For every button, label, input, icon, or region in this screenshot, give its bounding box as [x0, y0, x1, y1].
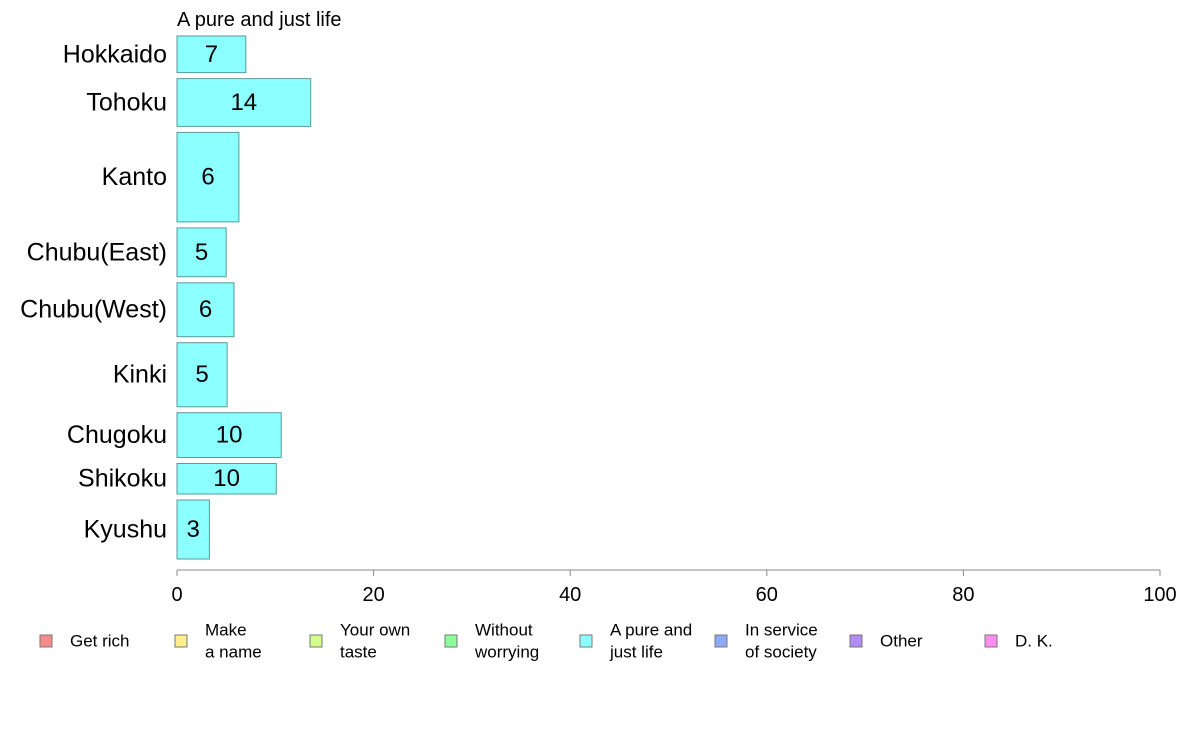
bars-group: Hokkaido 7 Tohoku 14 Kanto 6 Chubu(East) 5 Chubu… — [20, 35, 312, 560]
x-tick-label-0: 0 — [171, 584, 182, 606]
x-tick-label-20: 20 — [362, 584, 384, 606]
bar-kanto — [176, 131, 240, 223]
category-label-chubu-east: Chubu(East) — [27, 238, 167, 266]
legend-label-a-pure-and-just-life: just life — [609, 643, 663, 662]
category-label-kinki: Kinki — [113, 361, 167, 389]
value-label-kanto: 6 — [201, 164, 214, 191]
legend-swatch-your-own-taste — [309, 634, 323, 648]
category-label-chubu-west: Chubu(West) — [20, 296, 167, 324]
x-tick-label-40: 40 — [559, 584, 581, 606]
legend-label-make-a-name: Make — [205, 621, 247, 640]
legend-swatch-make-a-name — [174, 634, 188, 648]
x-tick-label-80: 80 — [952, 584, 974, 606]
bar-hokkaido — [176, 35, 247, 74]
category-label-tohoku: Tohoku — [86, 89, 167, 117]
x-tick-label-100: 100 — [1143, 584, 1176, 606]
legend-label-without-worrying: Without — [475, 621, 533, 640]
value-label-kinki: 5 — [195, 361, 208, 388]
x-axis: 0 20 40 60 80 100 — [171, 569, 1177, 606]
bar-kyushu — [176, 499, 210, 560]
bar-chubu-west — [176, 282, 235, 338]
legend-label-in-service-of-society: of society — [745, 643, 817, 662]
value-label-chubu-west: 6 — [199, 296, 212, 323]
legend-label-d-k: D. K. — [1015, 632, 1053, 651]
x-tick-label-60: 60 — [756, 584, 778, 606]
category-label-kyushu: Kyushu — [84, 516, 167, 544]
legend-swatch-get-rich — [39, 634, 53, 648]
bar-kinki — [176, 342, 228, 408]
legend-swatch-other — [849, 634, 863, 648]
legend-label-without-worrying: worrying — [474, 643, 539, 662]
bar-chugoku — [176, 412, 282, 459]
category-label-hokkaido: Hokkaido — [63, 40, 167, 68]
category-label-shikoku: Shikoku — [78, 465, 167, 493]
bar-chubu-east — [176, 227, 227, 278]
bar-shikoku — [176, 463, 277, 495]
value-label-chubu-east: 5 — [195, 239, 208, 266]
legend-label-make-a-name: a name — [205, 643, 262, 662]
legend-swatch-d-k — [984, 634, 998, 648]
legend-label-your-own-taste: taste — [340, 643, 377, 662]
value-label-shikoku: 10 — [213, 465, 240, 492]
legend-label-in-service-of-society: In service — [745, 621, 818, 640]
legend-label-other: Other — [880, 632, 923, 651]
bar-tohoku — [176, 78, 312, 127]
value-label-kyushu: 3 — [187, 516, 200, 543]
legend-label-your-own-taste: Your own — [340, 621, 410, 640]
legend-swatch-without-worrying — [444, 634, 458, 648]
value-label-hokkaido: 7 — [205, 41, 218, 68]
legend: Get rich Make a name Your own taste Without wo… — [39, 621, 1053, 662]
legend-swatch-a-pure-and-just-life — [579, 634, 593, 648]
category-label-chugoku: Chugoku — [67, 421, 167, 449]
legend-swatch-in-service-of-society — [714, 634, 728, 648]
legend-label-get-rich: Get rich — [70, 632, 130, 651]
chart-title: A pure and just life — [177, 9, 342, 31]
value-label-chugoku: 10 — [216, 422, 243, 449]
legend-label-a-pure-and-just-life: A pure and — [610, 621, 692, 640]
value-label-tohoku: 14 — [230, 89, 257, 116]
category-label-kanto: Kanto — [102, 163, 167, 191]
